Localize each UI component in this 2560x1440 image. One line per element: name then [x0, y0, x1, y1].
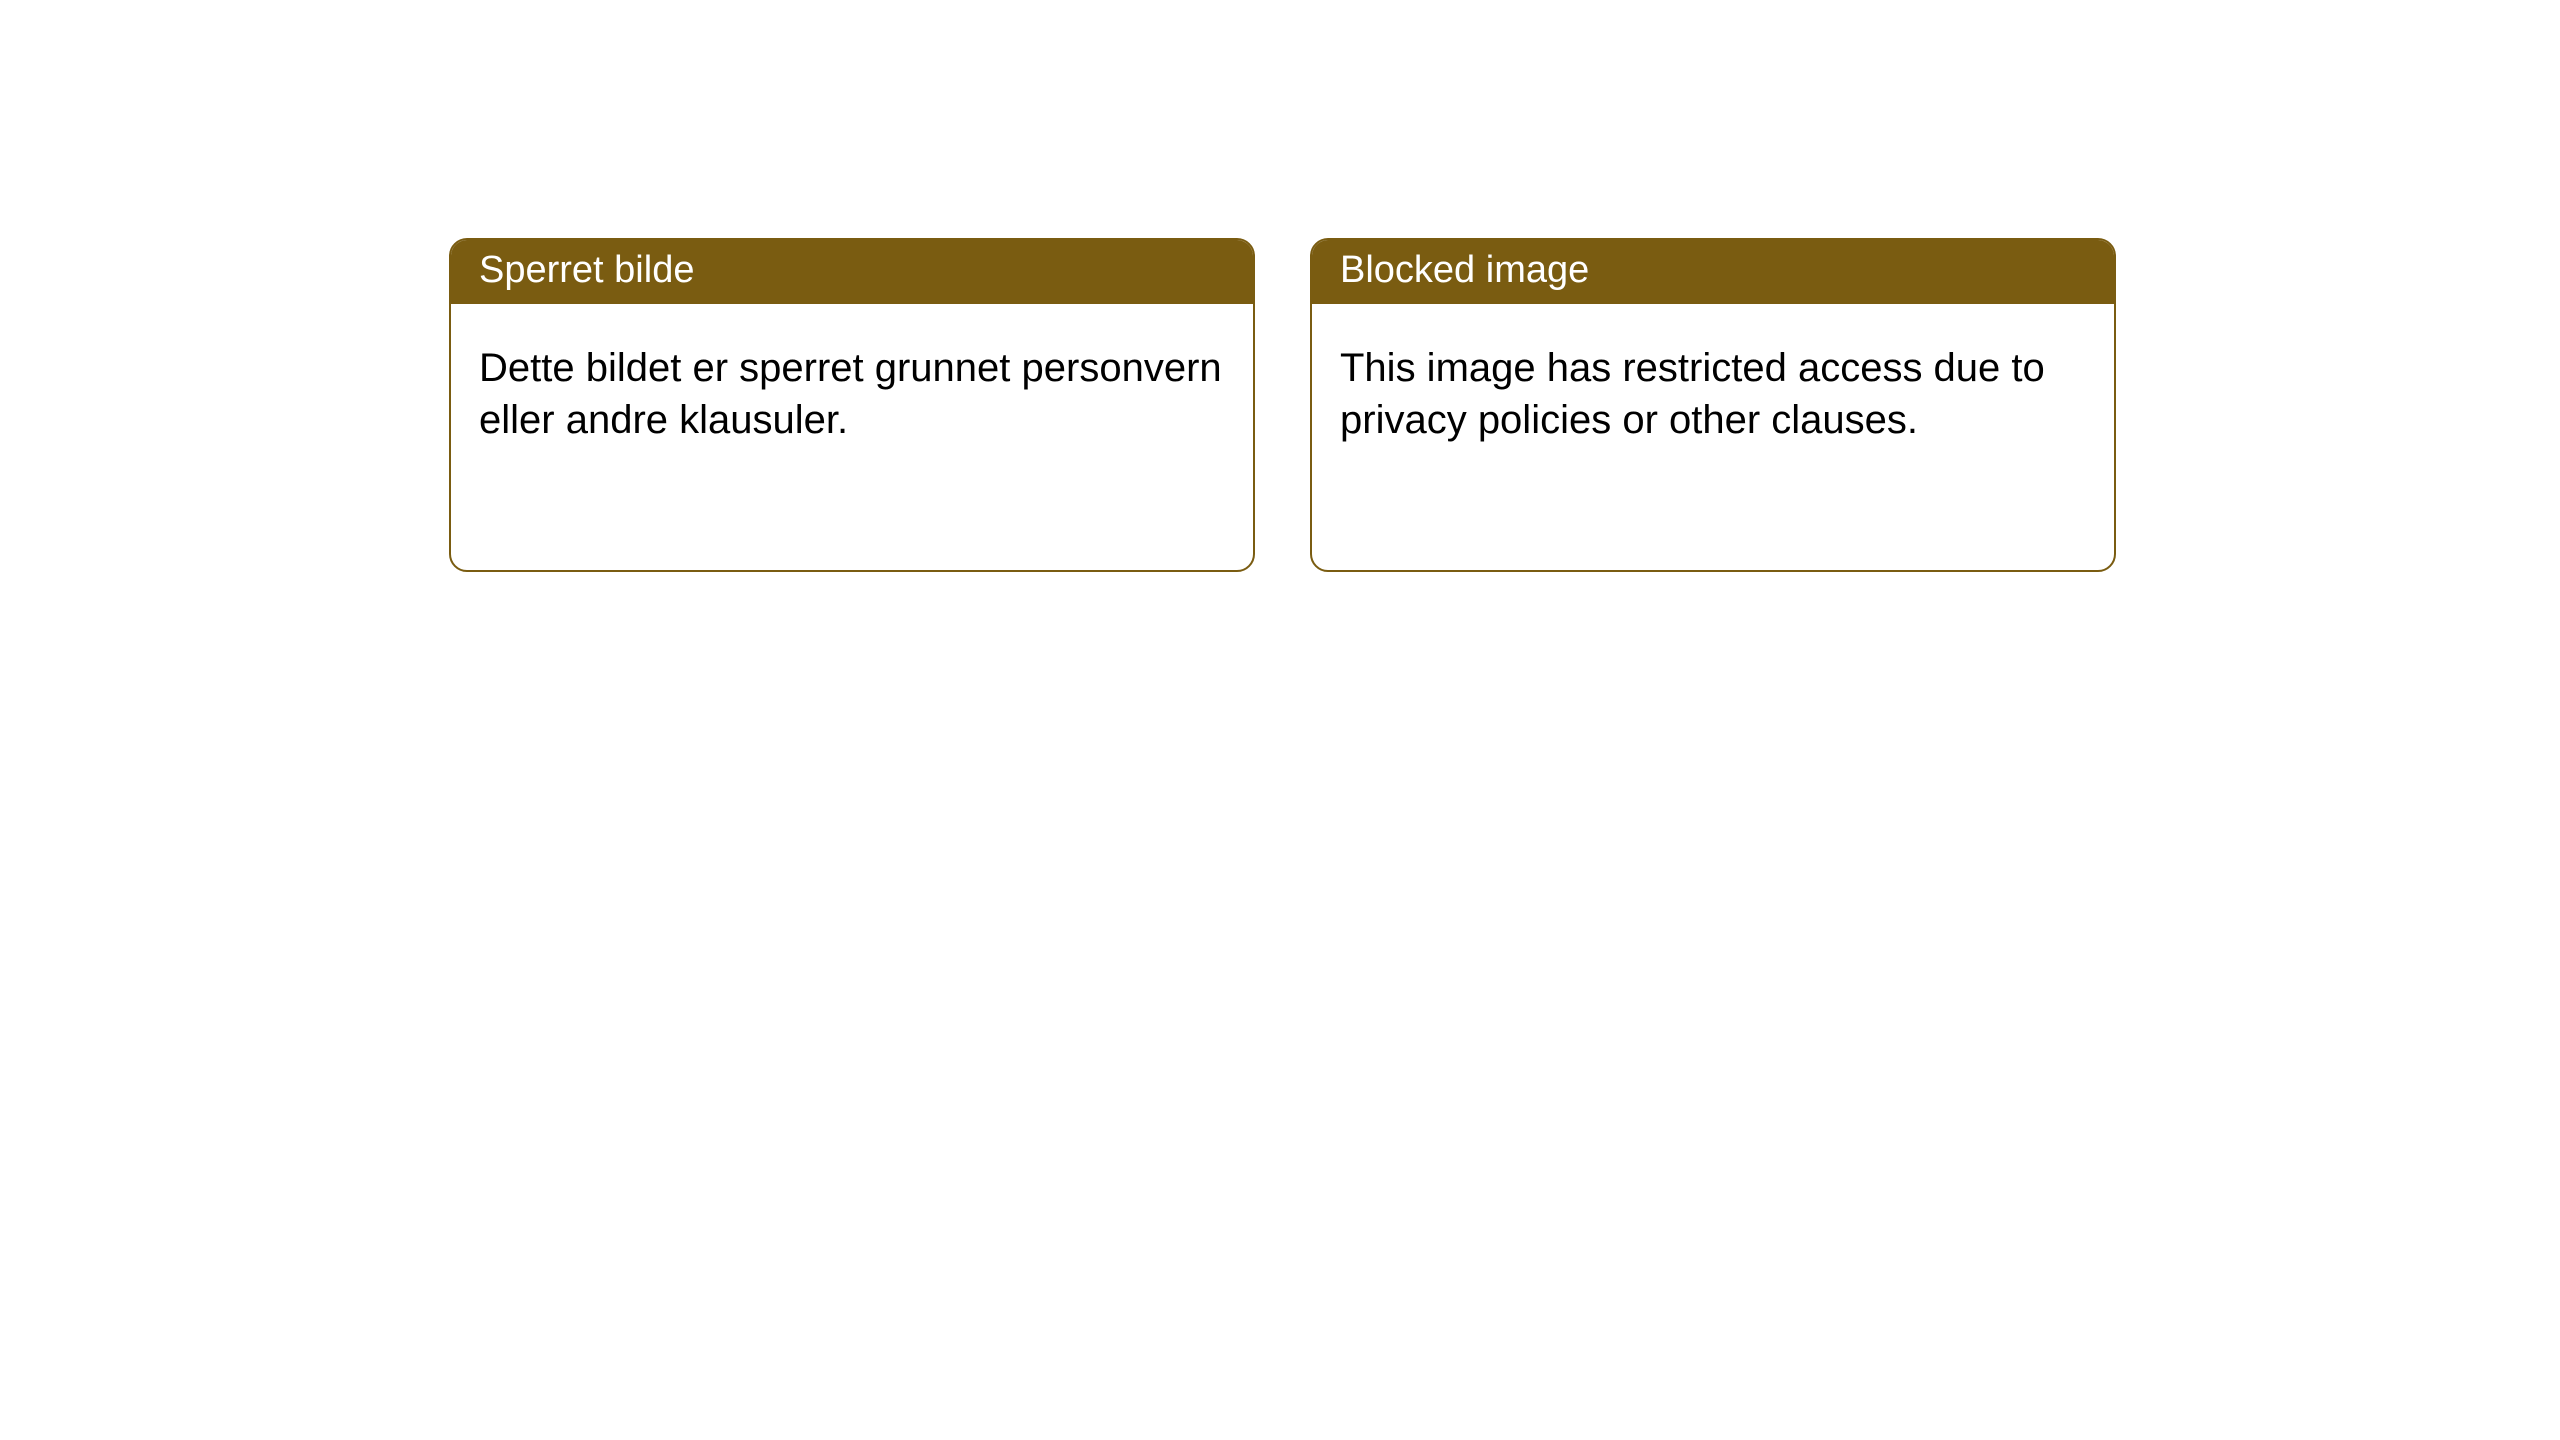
card-body: This image has restricted access due to …	[1312, 304, 2114, 474]
card-body-text: This image has restricted access due to …	[1340, 346, 2045, 442]
card-body-text: Dette bildet er sperret grunnet personve…	[479, 346, 1222, 442]
card-title: Sperret bilde	[479, 249, 694, 291]
card-body: Dette bildet er sperret grunnet personve…	[451, 304, 1253, 474]
blocked-image-card-no: Sperret bilde Dette bildet er sperret gr…	[449, 238, 1255, 572]
blocked-image-card-en: Blocked image This image has restricted …	[1310, 238, 2116, 572]
card-title: Blocked image	[1340, 249, 1589, 291]
card-header: Sperret bilde	[451, 240, 1253, 304]
cards-container: Sperret bilde Dette bildet er sperret gr…	[0, 0, 2560, 572]
card-header: Blocked image	[1312, 240, 2114, 304]
